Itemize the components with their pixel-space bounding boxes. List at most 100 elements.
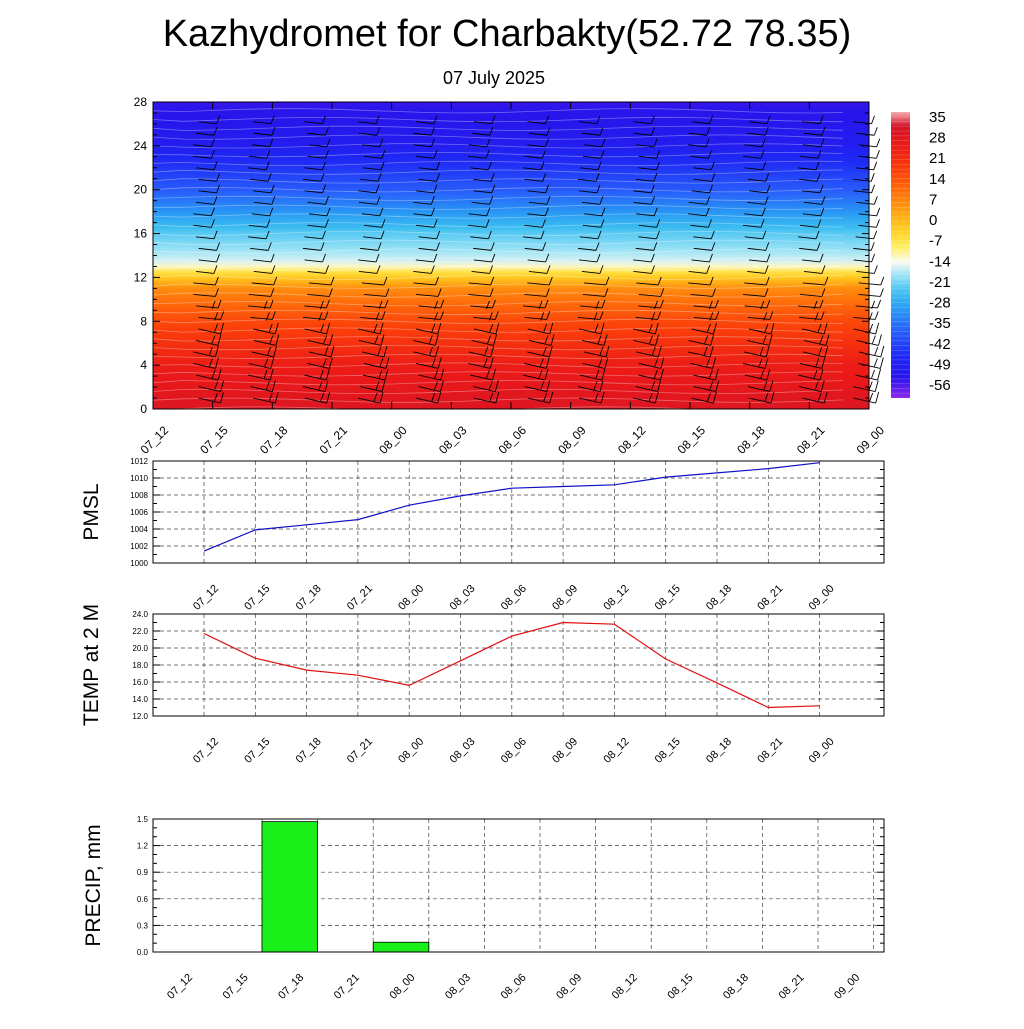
wind-barb-flag bbox=[876, 150, 879, 158]
y-tick-label: 24 bbox=[134, 139, 148, 153]
x-tick-label: 07_12 bbox=[191, 583, 221, 613]
x-tick-label: 07_15 bbox=[242, 736, 272, 766]
colorbar-label: -28 bbox=[929, 295, 951, 312]
wind-barb-flag bbox=[875, 311, 878, 319]
colorbar-label: 35 bbox=[929, 109, 946, 126]
wind-barb-flag bbox=[874, 231, 877, 239]
x-tick-label: 08_03 bbox=[443, 972, 473, 1002]
wind-barb-flag bbox=[869, 382, 872, 390]
wind-barb-flag bbox=[878, 334, 881, 345]
y-tick-label: 0 bbox=[140, 402, 147, 416]
x-tick-label: 07_15 bbox=[242, 583, 272, 613]
colorbar-label: 0 bbox=[929, 212, 937, 229]
wind-barb-flag bbox=[874, 265, 877, 273]
y-tick-label: 0.9 bbox=[137, 868, 149, 877]
x-tick-label: 08_21 bbox=[755, 583, 785, 613]
wind-barb-flag bbox=[878, 369, 881, 380]
y-tick-label: 24.0 bbox=[132, 610, 148, 619]
x-tick-label: 08_15 bbox=[653, 583, 683, 613]
wind-barb-flag bbox=[872, 335, 875, 343]
wind-barb-flag bbox=[874, 127, 877, 135]
x-tick-label: 08_21 bbox=[777, 972, 807, 1002]
y-tick-label: 1.5 bbox=[137, 815, 149, 824]
wind-barb-flag bbox=[878, 300, 881, 308]
x-tick-label: 08_09 bbox=[555, 423, 589, 457]
y-tick-label: 0.6 bbox=[137, 895, 149, 904]
y-tick-label: 12.0 bbox=[132, 712, 148, 721]
wind-barb-flag bbox=[872, 370, 875, 378]
chart-subtitle: 07 July 2025 bbox=[443, 68, 545, 88]
y-tick-label: 20.0 bbox=[132, 644, 148, 653]
wind-barb-flag bbox=[876, 392, 879, 403]
y-tick-label: 1004 bbox=[130, 525, 148, 534]
colorbar-label: 14 bbox=[929, 171, 946, 188]
wind-barb-flag bbox=[874, 196, 877, 204]
wind-barb-flag bbox=[876, 219, 879, 227]
x-tick-label: 08_00 bbox=[376, 423, 410, 457]
x-tick-label: 07_21 bbox=[317, 423, 351, 457]
y-tick-label: 1010 bbox=[130, 474, 148, 483]
x-tick-label: 08_09 bbox=[554, 972, 584, 1002]
x-tick-label: 08_06 bbox=[499, 736, 529, 766]
y-tick-label: 28 bbox=[134, 95, 148, 109]
x-tick-label: 08_18 bbox=[734, 423, 768, 457]
x-tick-label: 07_18 bbox=[276, 972, 306, 1002]
wind-barb-flag bbox=[881, 346, 884, 357]
x-tick-label: 08_06 bbox=[499, 972, 529, 1002]
wind-barb-flag bbox=[870, 324, 873, 332]
y-tick-label: 1012 bbox=[130, 457, 148, 466]
precip-bar bbox=[373, 942, 429, 952]
colorbar-label: -14 bbox=[929, 253, 951, 270]
y-tick-label: 0.0 bbox=[137, 948, 149, 957]
y-tick-label: 16 bbox=[134, 227, 148, 241]
y-tick-label: 20 bbox=[134, 183, 148, 197]
wind-barb-flag bbox=[876, 323, 879, 334]
x-tick-label: 08_03 bbox=[448, 736, 478, 766]
x-tick-label: 07_12 bbox=[138, 423, 172, 457]
chart-title: Kazhydromet for Charbakty(52.72 78.35) bbox=[163, 13, 852, 55]
x-tick-label: 07_21 bbox=[345, 736, 375, 766]
wind-barb-flag bbox=[872, 116, 875, 124]
x-tick-label: 08_09 bbox=[550, 736, 580, 766]
colorbar-label: -21 bbox=[929, 274, 951, 291]
x-tick-label: 07_12 bbox=[191, 736, 221, 766]
x-tick-label: 07_18 bbox=[257, 423, 291, 457]
wind-barb-flag bbox=[870, 393, 873, 401]
wind-barb-flag bbox=[874, 358, 877, 366]
colorbar-label: -42 bbox=[929, 336, 951, 353]
y-tick-label: 1000 bbox=[130, 559, 148, 568]
x-tick-label: 08_12 bbox=[610, 972, 640, 1002]
wind-barb-flag bbox=[872, 185, 875, 193]
x-tick-label: 07_15 bbox=[221, 972, 251, 1002]
x-tick-label: 07_21 bbox=[345, 583, 375, 613]
x-tick-label: 08_18 bbox=[721, 972, 751, 1002]
x-tick-label: 07_18 bbox=[294, 583, 324, 613]
y-tick-label: 22.0 bbox=[132, 627, 148, 636]
x-tick-label: 08_21 bbox=[794, 423, 828, 457]
colorbar-label: -56 bbox=[929, 377, 951, 394]
x-tick-label: 08_12 bbox=[601, 583, 631, 613]
x-tick-label: 08_15 bbox=[675, 423, 709, 457]
x-tick-label: 08_06 bbox=[499, 583, 529, 613]
colorbar-label: -7 bbox=[929, 233, 942, 250]
x-tick-label: 08_03 bbox=[436, 423, 470, 457]
wind-barb-flag bbox=[880, 357, 883, 368]
wind-barb-flag bbox=[880, 288, 883, 296]
precip-bar bbox=[262, 822, 318, 952]
wind-barb-flag bbox=[874, 162, 877, 170]
y-axis-label: TEMP at 2 M bbox=[80, 604, 103, 726]
wind-barb-flag bbox=[871, 242, 874, 250]
colorbar-label: 21 bbox=[929, 150, 946, 167]
x-tick-label: 08_03 bbox=[448, 583, 478, 613]
x-tick-label: 08_00 bbox=[387, 972, 417, 1002]
x-tick-label: 08_15 bbox=[665, 972, 695, 1002]
x-tick-label: 08_18 bbox=[704, 736, 734, 766]
x-tick-label: 08_12 bbox=[615, 423, 649, 457]
wind-barb-flag bbox=[877, 208, 880, 216]
wind-barb-flag bbox=[875, 381, 878, 392]
